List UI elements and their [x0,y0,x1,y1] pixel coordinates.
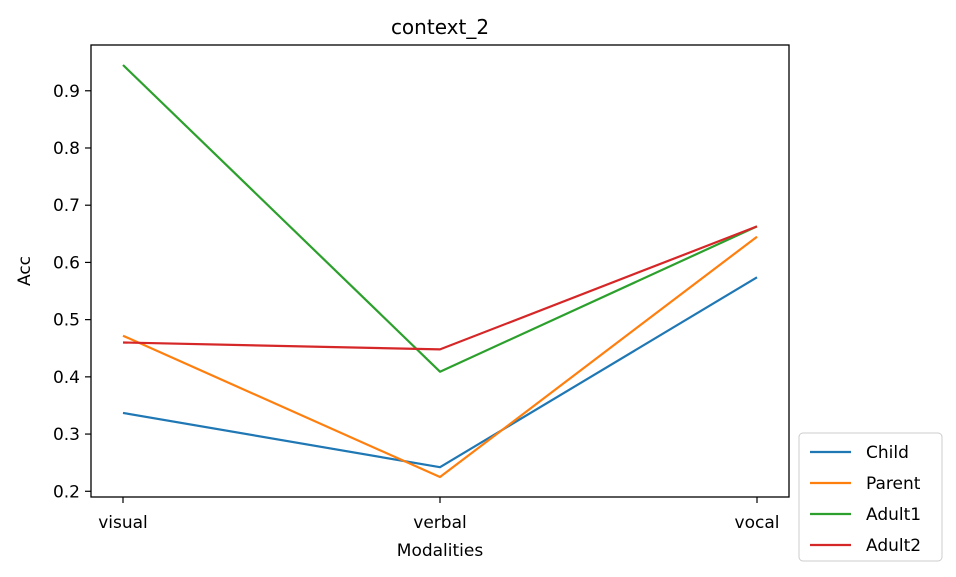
x-tick-label: visual [98,513,148,533]
chart-title: context_2 [391,15,489,39]
y-tick-label: 0.9 [53,82,80,102]
y-tick-label: 0.2 [53,482,80,502]
plot-area: visual verbal vocal 0.20.30.40.50.60.70.80… [53,44,790,533]
x-axis-label: Modalities [397,541,484,561]
x-axis-ticks: visual verbal vocal [98,497,779,533]
y-tick-label: 0.8 [53,139,80,159]
legend-label: Child [866,443,909,463]
series-line-adult2 [122,225,758,351]
series-group [122,64,758,479]
series-line-adult1 [122,64,758,373]
x-tick-label: vocal [735,513,780,533]
y-tick-label: 0.4 [53,368,80,388]
plot-frame [90,44,790,498]
legend-label: Parent [866,474,921,494]
x-tick-label: verbal [413,513,466,533]
series-line-child [122,276,758,469]
legend-frame [798,432,943,562]
y-axis-ticks: 0.2 0.3 0.4 0.5 0.6 0.7 0.8 0.9 [53,82,91,502]
legend-label: Adult1 [866,505,921,525]
legend-label: Adult2 [866,536,921,556]
y-tick-label: 0.3 [53,425,80,445]
legend: Child Parent Adult1 Adult2 [798,432,943,562]
y-tick-label: 0.7 [53,196,80,216]
y-axis-label: Acc [15,256,35,286]
y-tick-label: 0.6 [53,253,80,273]
series-line-parent [122,235,758,479]
y-tick-label: 0.5 [53,311,80,331]
